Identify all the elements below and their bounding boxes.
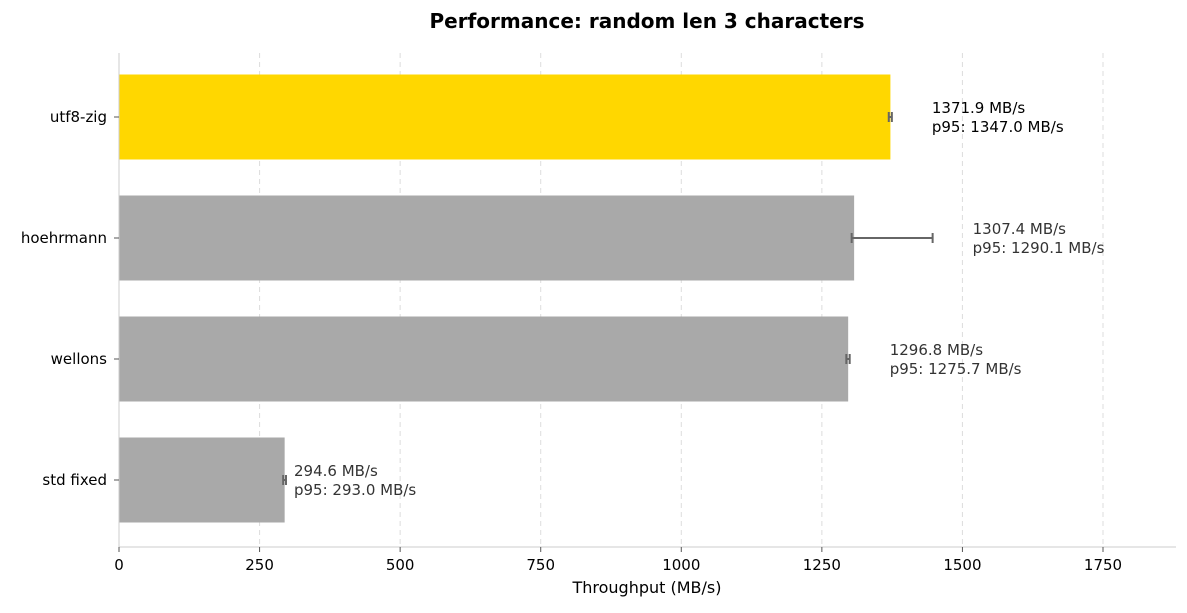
value-label: 1307.4 MB/s bbox=[973, 220, 1067, 238]
x-tick-label: 1500 bbox=[943, 556, 981, 574]
chart-title: Performance: random len 3 characters bbox=[430, 9, 865, 33]
y-tick-label: hoehrmann bbox=[21, 229, 107, 247]
x-tick-label: 250 bbox=[245, 556, 274, 574]
y-tick-label: std fixed bbox=[42, 471, 107, 489]
bars bbox=[119, 74, 891, 523]
x-tick-label: 500 bbox=[386, 556, 415, 574]
value-label: 294.6 MB/s bbox=[294, 462, 378, 480]
y-tick-label: utf8-zig bbox=[50, 108, 107, 126]
x-tick-label: 0 bbox=[114, 556, 124, 574]
error-bars bbox=[282, 112, 934, 485]
axes: 0 250 500 750 1000 1250 1500 1750 utf8-zig hoehrm… bbox=[21, 53, 1176, 574]
bar-wellons bbox=[119, 316, 849, 402]
y-tick-label: wellons bbox=[51, 350, 108, 368]
value-label: 1296.8 MB/s bbox=[890, 341, 984, 359]
value-label: 1371.9 MB/s bbox=[932, 99, 1026, 117]
p95-label: p95: 293.0 MB/s bbox=[294, 481, 416, 499]
x-tick-label: 750 bbox=[526, 556, 555, 574]
p95-label: p95: 1290.1 MB/s bbox=[973, 239, 1105, 257]
x-tick-label: 1750 bbox=[1084, 556, 1122, 574]
x-tick-label: 1250 bbox=[803, 556, 841, 574]
bar-utf8-zig bbox=[119, 74, 891, 160]
bar-hoehrmann bbox=[119, 195, 855, 281]
bar-std-fixed bbox=[119, 437, 285, 523]
x-axis-label: Throughput (MB/s) bbox=[571, 578, 721, 597]
x-tick-label: 1000 bbox=[662, 556, 700, 574]
p95-label: p95: 1275.7 MB/s bbox=[890, 360, 1022, 378]
p95-label: p95: 1347.0 MB/s bbox=[932, 118, 1064, 136]
